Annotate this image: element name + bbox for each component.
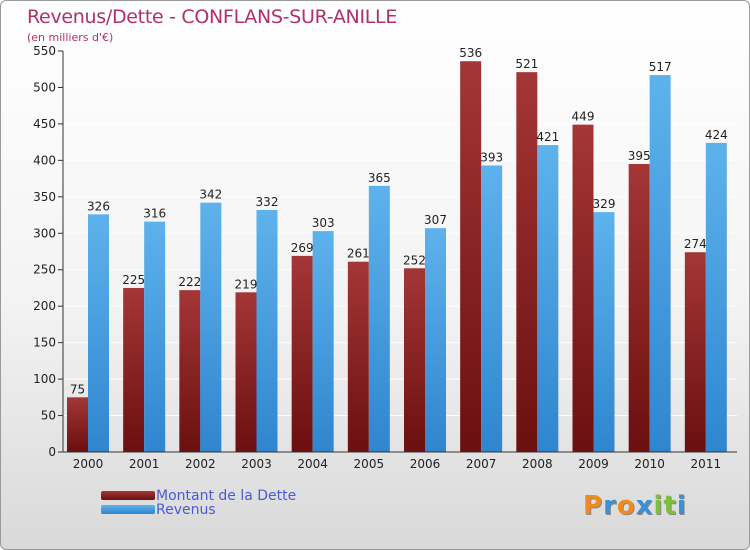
y-tick-label: 400	[33, 153, 56, 167]
bar-dette	[123, 287, 145, 452]
y-tick-label: 200	[33, 299, 56, 313]
bar-dette	[404, 268, 425, 452]
y-tick-label: 0	[48, 445, 56, 459]
y-tick-label: 500	[33, 80, 56, 94]
x-tick-label: 2006	[410, 457, 441, 471]
data-label-revenus: 307	[424, 213, 447, 227]
bar-revenus	[537, 145, 559, 452]
data-label-dette: 274	[684, 237, 707, 251]
bar-dette	[347, 261, 369, 452]
y-tick-label: 350	[33, 190, 56, 204]
data-label-dette: 75	[70, 382, 85, 396]
y-tick-label: 150	[33, 336, 56, 350]
bar-dette	[572, 124, 594, 452]
x-tick-label: 2010	[634, 457, 665, 471]
data-label-revenus: 316	[143, 207, 166, 221]
bar-dette	[291, 255, 313, 452]
x-tick-label: 2002	[185, 457, 216, 471]
bar-dette	[235, 292, 257, 452]
y-tick-label: 300	[33, 226, 56, 240]
x-tick-label: 2007	[466, 457, 497, 471]
x-tick-label: 2001	[129, 457, 160, 471]
legend-swatch-dette	[101, 491, 155, 500]
logo-letter: t	[663, 491, 677, 521]
x-tick-label: 2000	[73, 457, 104, 471]
bar-revenus	[425, 228, 446, 452]
bar-dette	[628, 164, 650, 452]
data-label-dette: 261	[347, 247, 370, 261]
x-tick-label: 2004	[297, 457, 328, 471]
y-tick-label: 250	[33, 263, 56, 277]
data-label-revenus: 326	[87, 199, 110, 213]
logo-letter: x	[635, 491, 654, 521]
bar-revenus	[593, 212, 615, 452]
x-tick-label: 2009	[578, 457, 609, 471]
bar-revenus	[256, 209, 278, 452]
data-label-dette: 536	[459, 46, 482, 60]
logo-letter: i	[653, 491, 664, 521]
y-tick-label: 550	[33, 44, 56, 58]
x-tick-label: 2011	[691, 457, 722, 471]
data-label-dette: 225	[122, 273, 145, 287]
bar-revenus	[649, 75, 671, 452]
logo-letter: o	[616, 491, 636, 521]
data-label-revenus: 517	[649, 60, 672, 74]
bar-revenus	[481, 165, 503, 452]
bar-dette	[684, 252, 706, 452]
data-label-revenus: 393	[480, 150, 503, 164]
y-tick-label: 50	[41, 409, 56, 423]
data-label-dette: 395	[628, 149, 651, 163]
bar-dette	[460, 61, 482, 452]
x-tick-label: 2005	[354, 457, 385, 471]
x-tick-label: 2003	[241, 457, 272, 471]
bar-dette	[516, 72, 538, 452]
data-label-revenus: 329	[593, 197, 616, 211]
data-label-revenus: 303	[312, 216, 335, 230]
data-label-revenus: 365	[368, 171, 391, 185]
x-tick-label: 2008	[522, 457, 553, 471]
y-tick-label: 100	[33, 372, 56, 386]
data-label-dette: 449	[572, 110, 595, 124]
bar-revenus	[200, 202, 222, 452]
chart-title: Revenus/Dette - CONFLANS-SUR-ANILLE	[27, 6, 398, 28]
bar-revenus	[88, 214, 109, 452]
data-label-dette: 521	[515, 57, 538, 71]
data-label-revenus: 332	[256, 195, 279, 209]
y-tick-label: 450	[33, 117, 56, 131]
bar-revenus	[144, 221, 166, 452]
data-label-revenus: 342	[199, 188, 222, 202]
bar-revenus	[368, 185, 390, 452]
legend-label-revenus: Revenus	[156, 502, 216, 518]
legend-swatch-revenus	[101, 505, 155, 514]
bar-dette	[179, 290, 201, 452]
logo-letter: r	[603, 491, 617, 521]
proxiti-logo: Proxiti	[583, 491, 687, 521]
data-label-dette: 222	[178, 275, 201, 289]
data-label-revenus: 424	[705, 128, 728, 142]
bar-revenus	[705, 142, 727, 452]
legend-label-dette: Montant de la Dette	[156, 488, 297, 504]
bar-revenus	[312, 231, 334, 452]
bar-dette	[67, 397, 88, 452]
data-label-dette: 269	[291, 241, 314, 255]
chart-subtitle: (en milliers d'€)	[27, 31, 114, 44]
data-label-dette: 219	[235, 277, 258, 291]
data-label-revenus: 421	[536, 130, 559, 144]
logo-letter: i	[676, 491, 687, 521]
data-label-dette: 252	[403, 253, 426, 267]
logo-letter: P	[583, 491, 604, 521]
